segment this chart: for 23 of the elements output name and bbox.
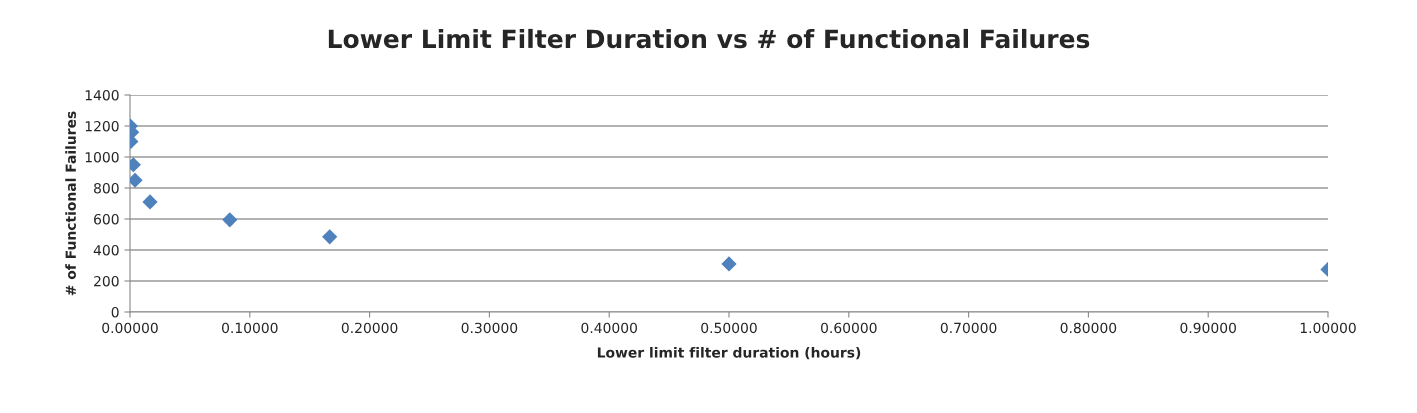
y-axis-title: # of Functional Failures bbox=[65, 111, 76, 296]
y-tick-label: 0 bbox=[111, 306, 119, 318]
x-tick-label: 0.60000 bbox=[821, 322, 877, 334]
y-tick-label: 1400 bbox=[85, 89, 119, 101]
y-tick-label: 1200 bbox=[85, 120, 119, 132]
x-tick-label: 0.70000 bbox=[940, 322, 997, 334]
x-tick-label: 0.40000 bbox=[581, 322, 637, 334]
x-axis-title: Lower limit filter duration (hours) bbox=[597, 346, 861, 360]
x-tick-label: 0.80000 bbox=[1060, 322, 1117, 334]
y-tick-label: 200 bbox=[94, 275, 119, 287]
x-tick-label: 1.00000 bbox=[1300, 322, 1356, 334]
y-tick-label: 400 bbox=[93, 244, 119, 256]
x-tick-label: 0.10000 bbox=[222, 322, 278, 334]
chart-title: Lower Limit Filter Duration vs # of Functional Failures bbox=[328, 28, 1090, 49]
point bbox=[130, 172, 143, 188]
y-tick-label: 600 bbox=[94, 213, 119, 225]
x-tick-label: 0.50000 bbox=[701, 322, 757, 334]
x-tick-label: 0.90000 bbox=[1180, 322, 1236, 334]
x-tick-label: 0.30000 bbox=[461, 322, 518, 334]
x-tick-label: 0.20000 bbox=[341, 322, 398, 334]
x-tick-label: 0.00000 bbox=[102, 322, 158, 334]
y-tick-label: 1000 bbox=[85, 151, 119, 163]
y-tick-label: 800 bbox=[94, 182, 119, 194]
